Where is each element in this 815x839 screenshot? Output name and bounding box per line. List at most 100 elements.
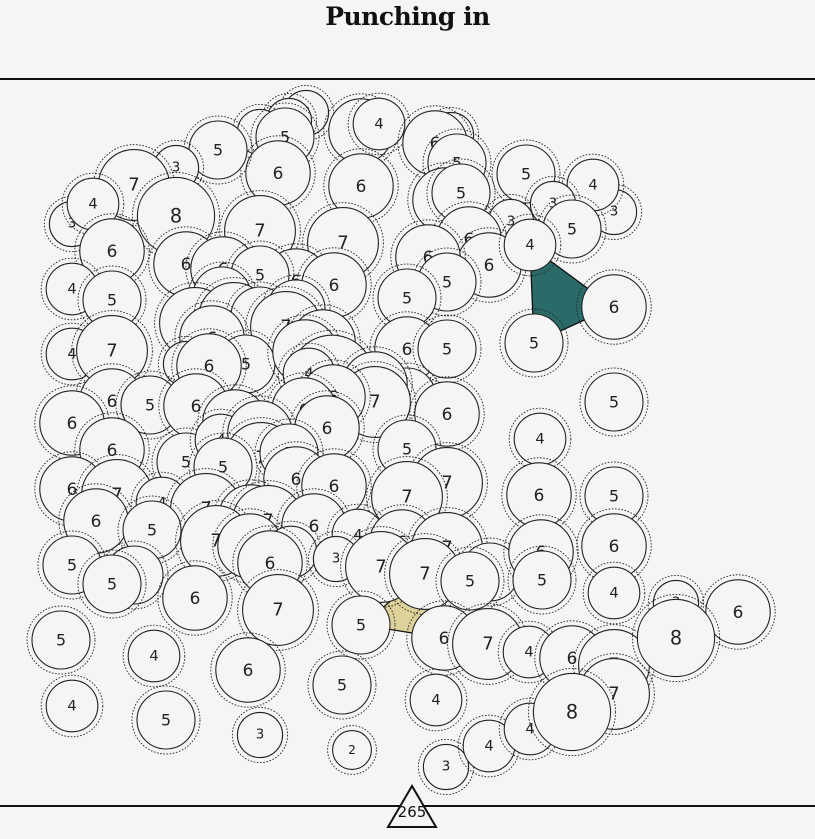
bubble-value: 5 [402, 289, 412, 308]
bubble-disc[interactable] [127, 629, 181, 683]
bubble-node[interactable]: 6 [409, 376, 485, 452]
bubble-node[interactable]: 6 [700, 574, 776, 650]
bubble-value: 6 [204, 356, 215, 376]
bubble-node[interactable]: 5 [579, 461, 649, 531]
bubble-node[interactable]: 7 [237, 569, 319, 651]
bubble-value: 5 [145, 396, 155, 415]
bubble-halo [334, 361, 416, 443]
bubble-value: 7 [210, 531, 221, 552]
bubble-node[interactable]: 2 [327, 725, 377, 775]
counter-value: 265 [398, 803, 427, 821]
bubble-node[interactable]: 4 [122, 624, 186, 688]
bubble-disc[interactable] [504, 313, 564, 373]
bubble-disc[interactable] [352, 97, 406, 151]
bubble-node[interactable]: 5 [499, 308, 569, 378]
bubble-disc[interactable] [45, 679, 99, 733]
bubble-value: 5 [56, 631, 66, 650]
bubble-value: 5 [402, 440, 412, 459]
bubble-halo [573, 653, 655, 735]
bubble-value: 5 [529, 334, 539, 353]
bubble-disc[interactable] [503, 218, 557, 272]
bubble-node[interactable]: 4 [404, 668, 468, 732]
bubble-disc[interactable] [236, 711, 284, 759]
bubble-value: 4 [374, 116, 383, 133]
bubble-node[interactable]: 6 [157, 560, 233, 636]
bubble-halo [422, 128, 492, 198]
bubble-node[interactable]: 4 [498, 213, 562, 277]
bubble-value: 5 [255, 266, 265, 285]
bubble-value: 4 [67, 698, 76, 715]
bubble-disc[interactable] [409, 673, 463, 727]
bubble-value: 5 [452, 154, 462, 173]
bubble-disc[interactable] [581, 274, 647, 340]
bubble-disc[interactable] [414, 381, 480, 447]
bubble-value: 6 [67, 479, 78, 499]
bubble-disc[interactable] [440, 551, 500, 611]
bubble-value: 6 [609, 536, 620, 556]
bubble-value: 6 [243, 660, 254, 680]
bubble-disc[interactable] [512, 550, 572, 610]
bubble-value: 6 [91, 511, 102, 531]
bubble-halo [576, 269, 652, 345]
bubble-disc[interactable] [636, 598, 716, 678]
bubble-value: 5 [218, 458, 228, 477]
bubble-value: 5 [442, 340, 452, 359]
bubble-value: 5 [107, 575, 117, 594]
bubble-value: 6 [423, 247, 434, 267]
bubble-disc[interactable] [532, 672, 612, 752]
bubble-node[interactable]: 4 [508, 407, 572, 471]
bubble-disc[interactable] [242, 574, 314, 646]
bubble-node[interactable]: 6 [576, 269, 652, 345]
bubble-halo [366, 456, 448, 538]
bubble-node[interactable]: 8 [631, 593, 721, 683]
bubble-value: 4 [525, 237, 534, 254]
bubble-node[interactable]: 6 [323, 148, 399, 224]
bubble-node[interactable]: 5 [326, 590, 396, 660]
bubble-disc[interactable] [422, 743, 470, 791]
bubble-value: 4 [588, 177, 597, 194]
bubble-disc[interactable] [705, 579, 771, 645]
bubble-disc[interactable] [312, 655, 372, 715]
bubble-disc[interactable] [162, 565, 228, 631]
bubble-disc[interactable] [584, 372, 644, 432]
bubble-node[interactable]: 5 [579, 367, 649, 437]
bubble-value: 6 [107, 440, 118, 460]
bubble-disc[interactable] [331, 595, 391, 655]
bubble-disc[interactable] [215, 637, 281, 703]
bubble-node[interactable]: 7 [71, 310, 153, 392]
bubble-disc[interactable] [31, 610, 91, 670]
bubble-value: 7 [106, 341, 117, 362]
bubble-node[interactable]: 8 [527, 667, 617, 757]
bubble-value: 5 [609, 393, 619, 412]
bubble-halo [327, 725, 377, 775]
bubble-halo [579, 367, 649, 437]
bubble-disc[interactable] [417, 319, 477, 379]
bubble-disc[interactable] [587, 566, 641, 620]
bubble-value: 6 [291, 469, 302, 489]
bubble-value: 6 [430, 133, 441, 153]
bubble-node[interactable]: 5 [507, 545, 577, 615]
bubble-node[interactable]: 3 [231, 706, 289, 764]
bubble-node[interactable]: 5 [26, 605, 96, 675]
bubble-halo [188, 432, 258, 502]
bubble-value: 6 [191, 396, 202, 416]
bubble-node[interactable]: 5 [131, 685, 201, 755]
top-divider [0, 78, 815, 80]
bubble-value: 4 [525, 721, 534, 738]
bubble-node[interactable]: 5 [412, 314, 482, 384]
bubble-halo [40, 674, 104, 738]
bubble-value: 3 [549, 197, 558, 212]
bubble-disc[interactable] [332, 730, 372, 770]
bubble-node[interactable]: 5 [435, 546, 505, 616]
bubble-node[interactable]: 6 [240, 135, 316, 211]
bubble-node[interactable]: 4 [40, 674, 104, 738]
bubble-node[interactable]: 6 [576, 508, 652, 584]
bubble-node[interactable]: 4 [582, 561, 646, 625]
bubble-node[interactable]: 6 [210, 632, 286, 708]
bubble-value: 6 [356, 176, 367, 196]
bubble-node[interactable]: 5 [307, 650, 377, 720]
bubble-value: 3 [172, 161, 181, 176]
bubble-disc[interactable] [136, 690, 196, 750]
bubble-node[interactable]: 5 [77, 549, 147, 619]
bubble-disc[interactable] [82, 554, 142, 614]
